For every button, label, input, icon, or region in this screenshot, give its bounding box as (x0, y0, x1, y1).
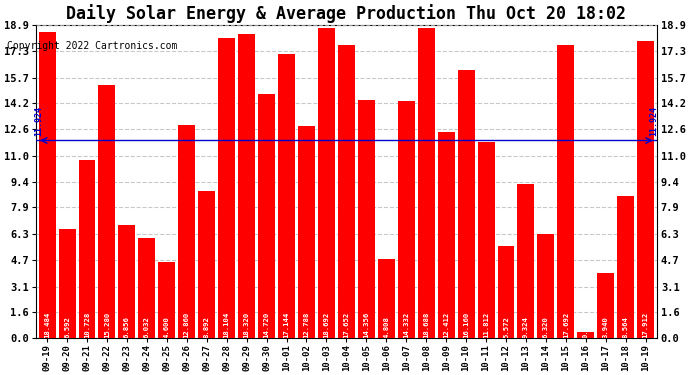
Bar (457, 70, 475, 338)
Text: 14.332: 14.332 (403, 311, 409, 338)
Text: 12.860: 12.860 (184, 311, 190, 338)
Text: 10.728: 10.728 (84, 311, 90, 338)
Text: 12.412: 12.412 (443, 311, 449, 338)
Text: 17.912: 17.912 (642, 311, 649, 338)
Text: 14.356: 14.356 (364, 311, 369, 338)
Bar (437, 132, 455, 338)
Text: 4.808: 4.808 (384, 316, 389, 338)
Bar (598, 273, 614, 338)
Text: 6.856: 6.856 (124, 316, 130, 338)
Text: 8.564: 8.564 (623, 316, 629, 338)
Text: 11.924: 11.924 (649, 105, 658, 135)
Bar (618, 196, 634, 338)
Bar (477, 142, 495, 338)
Bar (158, 262, 175, 338)
Text: 18.692: 18.692 (324, 311, 329, 338)
Bar (318, 28, 335, 338)
Bar (637, 41, 654, 338)
Text: 15.280: 15.280 (104, 311, 110, 338)
Bar (238, 34, 255, 338)
Text: Copyright 2022 Cartronics.com: Copyright 2022 Cartronics.com (7, 41, 177, 51)
Text: 18.688: 18.688 (423, 311, 429, 338)
Text: 17.144: 17.144 (284, 311, 290, 338)
Bar (417, 28, 435, 338)
Bar (378, 259, 395, 338)
Bar (139, 238, 155, 338)
Bar (218, 38, 235, 338)
Text: 14.720: 14.720 (264, 311, 270, 338)
Text: 18.104: 18.104 (224, 311, 230, 338)
Bar (558, 45, 574, 338)
Bar (99, 85, 115, 338)
Text: 18.320: 18.320 (244, 311, 250, 338)
Text: 8.892: 8.892 (204, 316, 210, 338)
Title: Daily Solar Energy & Average Production Thu Oct 20 18:02: Daily Solar Energy & Average Production … (66, 4, 627, 23)
Text: 6.320: 6.320 (543, 316, 549, 338)
Text: 17.692: 17.692 (563, 311, 569, 338)
Bar (39, 32, 56, 338)
Bar (79, 160, 95, 338)
Text: 12.788: 12.788 (304, 311, 310, 338)
Bar (358, 100, 375, 338)
Bar (497, 246, 515, 338)
Bar (538, 234, 554, 338)
Bar (298, 126, 315, 338)
Bar (397, 100, 415, 338)
Bar (119, 225, 135, 338)
Text: 9.324: 9.324 (523, 316, 529, 338)
Text: 17.652: 17.652 (344, 311, 349, 338)
Bar (178, 125, 195, 338)
Text: 11.812: 11.812 (483, 311, 489, 338)
Text: 16.160: 16.160 (463, 311, 469, 338)
Bar (59, 229, 75, 338)
Text: 6.592: 6.592 (64, 316, 70, 338)
Text: 3.940: 3.940 (603, 316, 609, 338)
Bar (578, 332, 594, 338)
Text: 6.032: 6.032 (144, 316, 150, 338)
Bar (258, 94, 275, 338)
Text: 18.484: 18.484 (44, 311, 50, 338)
Bar (338, 45, 355, 338)
Text: 11.924: 11.924 (34, 105, 43, 135)
Text: 4.600: 4.600 (164, 316, 170, 338)
Bar (518, 184, 535, 338)
Bar (198, 191, 215, 338)
Text: 5.572: 5.572 (503, 316, 509, 338)
Bar (278, 54, 295, 338)
Text: 0.388: 0.388 (583, 316, 589, 338)
